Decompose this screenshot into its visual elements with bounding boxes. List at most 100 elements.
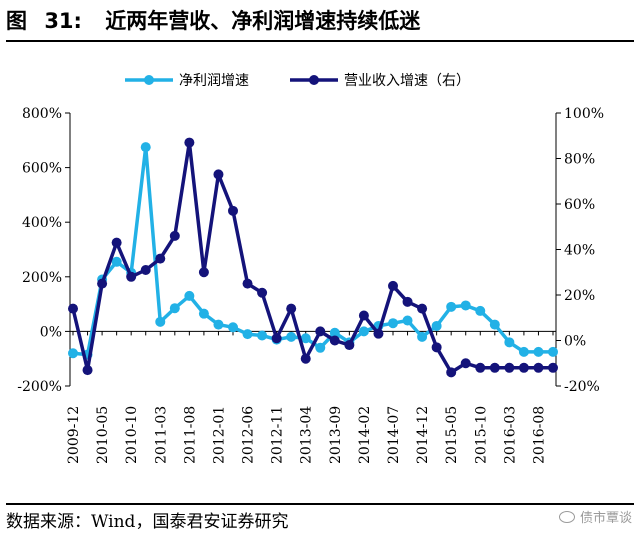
data-point <box>504 362 515 373</box>
legend-label: 营业收入增速（右） <box>344 73 470 89</box>
series-revenue <box>68 137 558 378</box>
series-line <box>71 140 553 375</box>
data-point <box>169 303 180 314</box>
data-point <box>198 308 209 319</box>
data-point <box>300 333 311 344</box>
source-note: 数据来源：Wind，国泰君安证券研究 <box>6 503 634 539</box>
data-point <box>68 303 78 314</box>
data-point <box>97 278 108 289</box>
data-point <box>373 328 384 339</box>
data-point <box>460 300 471 311</box>
data-point <box>140 264 151 275</box>
line-chart: 净利润增速 营业收入增速（右） -200% 0% 200% 400% 600% 800% -2… <box>17 73 604 464</box>
data-point <box>126 271 137 282</box>
legend-marker <box>144 75 154 85</box>
data-point <box>213 319 224 330</box>
data-point <box>286 331 297 342</box>
x-tick-label: 2012-06 <box>241 406 257 464</box>
data-point <box>475 362 486 373</box>
data-point <box>155 316 166 327</box>
data-point <box>533 362 544 373</box>
figure-title: 图 31: 近两年营收、净利润增速持续低迷 <box>6 4 634 42</box>
data-point <box>489 362 500 373</box>
y-right-tick-label: -20% <box>564 379 600 395</box>
data-point <box>388 318 398 329</box>
data-point <box>388 280 398 291</box>
data-point <box>402 296 413 307</box>
data-point <box>242 278 253 289</box>
data-point <box>358 326 369 337</box>
x-tick-label: 2014-02 <box>357 406 373 464</box>
data-point <box>460 358 471 369</box>
data-point <box>111 237 122 248</box>
chart-axes: -200% 0% 200% 400% 600% 800% -20% 0% 20% 40% 60% 80… <box>17 106 604 464</box>
x-tick-label: 2016-08 <box>531 406 547 464</box>
y-right-tick-label: 40% <box>564 243 595 259</box>
x-tick-label: 2015-10 <box>473 406 489 464</box>
y-left-tick-label: 600% <box>22 161 62 177</box>
legend-item-revenue: 营业收入增速（右） <box>290 73 470 89</box>
y-right-tick-label: 20% <box>564 288 595 304</box>
watermark: 债市覃谈 <box>558 502 632 536</box>
data-point <box>315 342 326 353</box>
x-tick-label: 2011-03 <box>153 406 169 464</box>
figure-number: 31: <box>44 9 82 33</box>
data-point <box>228 322 238 333</box>
data-point <box>489 319 500 330</box>
y-right-tick-label: 0% <box>564 334 586 350</box>
data-point <box>446 367 457 378</box>
data-point <box>111 256 122 267</box>
data-point <box>242 329 253 340</box>
y-left-tick-label: 400% <box>22 215 62 231</box>
y-left-tick-label: 800% <box>22 106 62 122</box>
x-tick-label: 2010-05 <box>95 406 111 464</box>
data-point <box>213 169 224 180</box>
chart-legend: 净利润增速 营业收入增速（右） <box>125 73 470 89</box>
data-point <box>329 335 340 346</box>
data-point <box>140 142 151 153</box>
data-point <box>271 333 282 344</box>
data-point <box>198 267 209 278</box>
data-point <box>184 137 195 148</box>
data-point <box>358 310 369 321</box>
legend-item-net-profit: 净利润增速 <box>125 73 249 89</box>
legend-marker <box>309 75 319 85</box>
data-point <box>155 253 166 264</box>
data-point <box>169 230 180 241</box>
y-left-tick-label: -200% <box>17 379 62 395</box>
y-right-tick-label: 60% <box>564 197 595 213</box>
x-tick-label: 2014-07 <box>386 406 402 464</box>
data-point <box>475 305 486 316</box>
series-line <box>72 145 553 357</box>
data-point <box>402 315 413 326</box>
y-right-tick-label: 100% <box>564 106 604 122</box>
y-right-tick-label: 80% <box>564 152 595 168</box>
wechat-icon <box>558 511 575 523</box>
data-point <box>344 340 355 351</box>
data-point <box>68 348 78 359</box>
data-point <box>184 290 195 301</box>
x-tick-label: 2015-05 <box>444 406 460 464</box>
data-point <box>431 342 442 353</box>
data-point <box>446 301 457 312</box>
x-tick-label: 2013-09 <box>328 406 344 464</box>
data-point <box>300 353 311 364</box>
data-point <box>257 330 268 341</box>
series-net-profit <box>68 142 558 360</box>
data-point <box>518 346 529 357</box>
data-point <box>417 331 428 342</box>
chart-series <box>68 137 558 378</box>
data-point <box>417 303 428 314</box>
data-point <box>82 365 93 376</box>
legend-label: 净利润增速 <box>179 73 249 89</box>
figure-label: 图 <box>6 9 27 33</box>
x-tick-label: 2014-12 <box>415 406 431 464</box>
data-point <box>228 205 238 216</box>
data-point <box>518 362 529 373</box>
data-point <box>286 303 297 314</box>
x-tick-label: 2010-10 <box>124 406 140 464</box>
figure-title-text: 近两年营收、净利润增速持续低迷 <box>105 9 421 33</box>
data-point <box>533 346 544 357</box>
y-left-tick-label: 200% <box>22 270 62 286</box>
x-tick-label: 2012-01 <box>211 406 227 464</box>
